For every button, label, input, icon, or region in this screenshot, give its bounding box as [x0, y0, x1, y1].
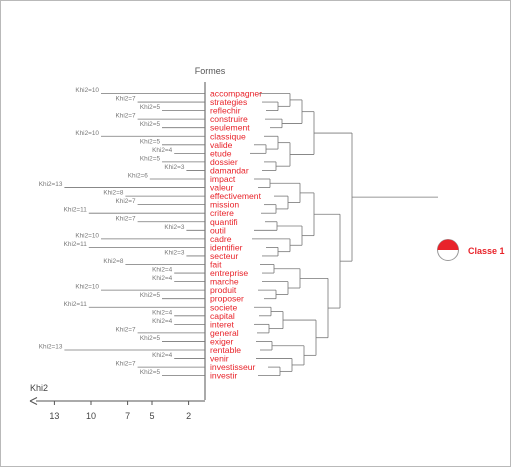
khi2-label: Khi2=10: [75, 284, 99, 291]
word-label: outil: [210, 225, 226, 235]
khi2-label: Khi2=5: [140, 138, 161, 145]
khi2-label: Khi2=10: [75, 130, 99, 137]
word-label: cadre: [210, 234, 232, 244]
word-label: secteur: [210, 251, 238, 261]
word-label: societe: [210, 302, 237, 312]
word-label: seulement: [210, 123, 250, 133]
khi2-label: Khi2=11: [64, 301, 88, 308]
khi2-label: Khi2=8: [103, 258, 124, 265]
word-label: classique: [210, 131, 246, 141]
khi2-label: Khi2=3: [164, 249, 185, 256]
word-label: quantifi: [210, 217, 238, 227]
khi2-label: Khi2=5: [140, 292, 161, 299]
axis-label: Khi2: [30, 383, 48, 393]
word-label: impact: [210, 174, 236, 184]
khi2-label: Khi2=11: [64, 207, 88, 214]
class-label: Classe 1: [468, 246, 505, 256]
khi2-label: Khi2=7: [116, 113, 137, 120]
axis-tick-label: 5: [149, 411, 154, 421]
khi2-label: Khi2=7: [116, 215, 137, 222]
word-label: investisseur: [210, 362, 256, 372]
khi2-label: Khi2=5: [140, 121, 161, 128]
word-label: mission: [210, 200, 239, 210]
khi2-label: Khi2=4: [152, 352, 173, 359]
khi2-label: Khi2=7: [116, 96, 137, 103]
axis-tick-label: 13: [49, 411, 59, 421]
khi2-label: Khi2=3: [164, 224, 185, 231]
word-label: marche: [210, 277, 239, 287]
word-label: accompagner: [210, 89, 262, 99]
khi2-label: Khi2=5: [140, 155, 161, 162]
khi2-label: Khi2=5: [140, 369, 161, 376]
word-label: rentable: [210, 345, 241, 355]
column-header: Formes: [195, 66, 226, 76]
khi2-label: Khi2=7: [116, 361, 137, 368]
word-label: valeur: [210, 183, 234, 193]
word-label: dossier: [210, 157, 238, 167]
word-label: capital: [210, 311, 235, 321]
khi2-label: Khi2=4: [152, 275, 173, 282]
word-label: strategies: [210, 97, 247, 107]
word-label: damandar: [210, 165, 249, 175]
khi2-axis: Formes Khi2 13 10 7 5 2: [29, 66, 226, 421]
khi2-label: Khi2=4: [152, 267, 173, 274]
khi2-label: Khi2=8: [103, 190, 124, 197]
khi2-label: Khi2=4: [152, 318, 173, 325]
word-label: proposer: [210, 294, 244, 304]
khi2-label: Khi2=13: [39, 181, 63, 188]
khi2-label: Khi2=7: [116, 198, 137, 205]
khi2-label: Khi2=4: [152, 147, 173, 154]
axis-arrow-icon: [29, 397, 38, 405]
khi2-label: Khi2=6: [128, 173, 149, 180]
word-label: etude: [210, 148, 232, 158]
khi2-label: Khi2=5: [140, 104, 161, 111]
word-label: investir: [210, 371, 237, 381]
word-label: exiger: [210, 336, 234, 346]
khi2-label: Khi2=11: [64, 241, 88, 248]
khi2-label: Khi2=7: [116, 326, 137, 333]
word-label: effectivement: [210, 191, 262, 201]
dendrogram-tree: [250, 93, 438, 377]
word-label: fait: [210, 260, 222, 270]
axis-tick-label: 7: [125, 411, 130, 421]
word-label: general: [210, 328, 239, 338]
word-label: identifier: [210, 242, 243, 252]
word-label: critere: [210, 208, 234, 218]
word-label: reflechir: [210, 106, 241, 116]
class-marker: Classe 1: [437, 239, 505, 261]
khi2-label: Khi2=4: [152, 309, 173, 316]
khi2-label: Khi2=5: [140, 335, 161, 342]
khi2-label: Khi2=13: [39, 344, 63, 351]
axis-tick-label: 2: [186, 411, 191, 421]
axis-tick-label: 10: [86, 411, 96, 421]
khi2-lines: Khi2=10Khi2=7Khi2=5Khi2=7Khi2=5Khi2=10Kh…: [39, 87, 205, 376]
word-labels: accompagnerstrategiesreflechirconstruire…: [210, 89, 262, 381]
word-label: produit: [210, 285, 237, 295]
word-label: venir: [210, 354, 229, 364]
class-circle-fill: [437, 239, 459, 250]
khi2-label: Khi2=10: [75, 87, 99, 94]
word-label: entreprise: [210, 268, 248, 278]
word-label: valide: [210, 140, 233, 150]
word-label: interet: [210, 319, 234, 329]
khi2-label: Khi2=10: [75, 232, 99, 239]
khi2-label: Khi2=3: [164, 164, 185, 171]
word-label: construire: [210, 114, 248, 124]
